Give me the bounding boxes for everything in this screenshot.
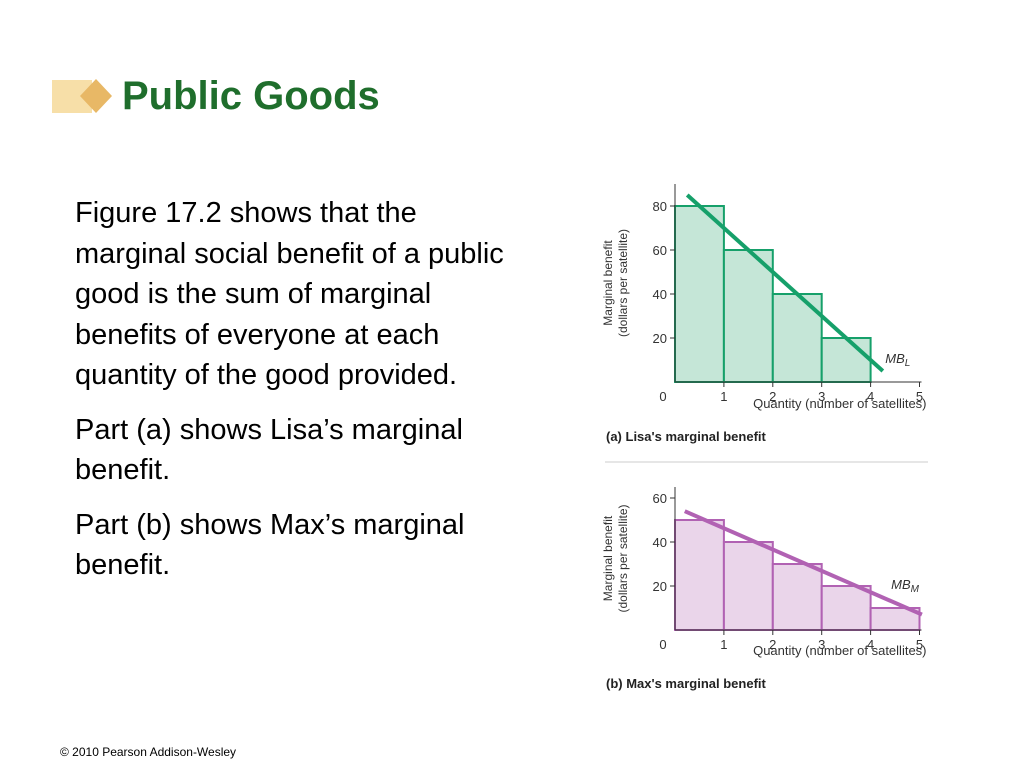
max-mb-line (683, 509, 923, 617)
lisa-bars (674, 193, 885, 383)
max-x-tick-label: 3 (818, 637, 825, 652)
copyright-footer: © 2010 Pearson Addison-Wesley (60, 745, 237, 759)
max-x-tick-label: 4 (867, 637, 874, 652)
max-y-tick-label: 40 (653, 535, 667, 550)
lisa-x-tick-label: 4 (867, 389, 874, 404)
lisa-y-tick-label: 80 (653, 199, 667, 214)
lisa-x-tick-label: 1 (720, 389, 727, 404)
max-bar-2 (722, 541, 774, 631)
max-x-tick-label: 1 (720, 637, 727, 652)
max-bar-4 (820, 585, 872, 631)
lisa-chart-caption: (a) Lisa's marginal benefit (606, 429, 767, 444)
title-diamond-icon (52, 79, 112, 113)
max-y-axis-label-line1: Marginal benefit (601, 515, 615, 601)
lisa-x-tick-label: 5 (916, 389, 923, 404)
lisa-bar-4 (820, 337, 872, 383)
max-axes (670, 487, 922, 635)
paragraph-part-a: Part (a) shows Lisa’s marginal benefit. (75, 413, 463, 487)
max-chart-caption: (b) Max's marginal benefit (606, 676, 767, 691)
lisa-bar-2 (722, 249, 774, 383)
lisa-y-axis-label-line2: (dollars per satellite) (616, 229, 630, 337)
paragraph-figure: Figure 17.2 shows that the marginal soci… (75, 197, 504, 391)
chart-lisa: 20 40 60 80 0 1 2 3 4 5 MBL Quantity (number of sat… (601, 184, 927, 444)
lisa-bar-1 (674, 205, 725, 383)
max-x-tick-label: 0 (659, 637, 666, 652)
max-x-tick-label: 2 (769, 637, 776, 652)
lisa-y-axis-label-line1: Marginal benefit (601, 240, 615, 326)
title-accent-diamond (80, 79, 112, 113)
max-x-tick-label: 5 (916, 637, 923, 652)
body-text: Figure 17.2 shows that the marginal soci… (75, 193, 505, 600)
max-x-axis-label: Quantity (number of satellites) (753, 643, 926, 658)
chart-max: 20 40 60 0 1 2 3 4 5 MBM Quantity (number of satel… (601, 487, 927, 691)
max-bars (674, 509, 923, 631)
lisa-x-tick-label: 0 (659, 389, 666, 404)
lisa-y-tick-label: 40 (653, 287, 667, 302)
lisa-labels: 20 40 60 80 0 1 2 3 4 5 MBL Quantity (number of sat… (601, 199, 927, 444)
max-mb-label: MBM (891, 577, 920, 595)
lisa-mb-line (685, 193, 885, 373)
max-y-tick-label: 60 (653, 491, 667, 506)
lisa-x-tick-label: 3 (818, 389, 825, 404)
lisa-y-tick-label: 60 (653, 243, 667, 258)
lisa-mb-label: MBL (885, 351, 910, 369)
paragraph-part-b: Part (b) shows Max’s marginal benefit. (75, 508, 465, 582)
lisa-x-tick-label: 2 (769, 389, 776, 404)
slide-title: Public Goods (122, 74, 380, 118)
lisa-y-tick-label: 20 (653, 331, 667, 346)
max-y-tick-label: 20 (653, 579, 667, 594)
lisa-x-axis-label: Quantity (number of satellites) (753, 396, 926, 411)
max-labels: 20 40 60 0 1 2 3 4 5 MBM Quantity (number of satel… (601, 491, 927, 691)
max-y-axis-label-line2: (dollars per satellite) (616, 504, 630, 612)
max-bar-3 (771, 563, 823, 631)
lisa-axes (670, 184, 922, 387)
max-bar-1 (674, 519, 725, 631)
